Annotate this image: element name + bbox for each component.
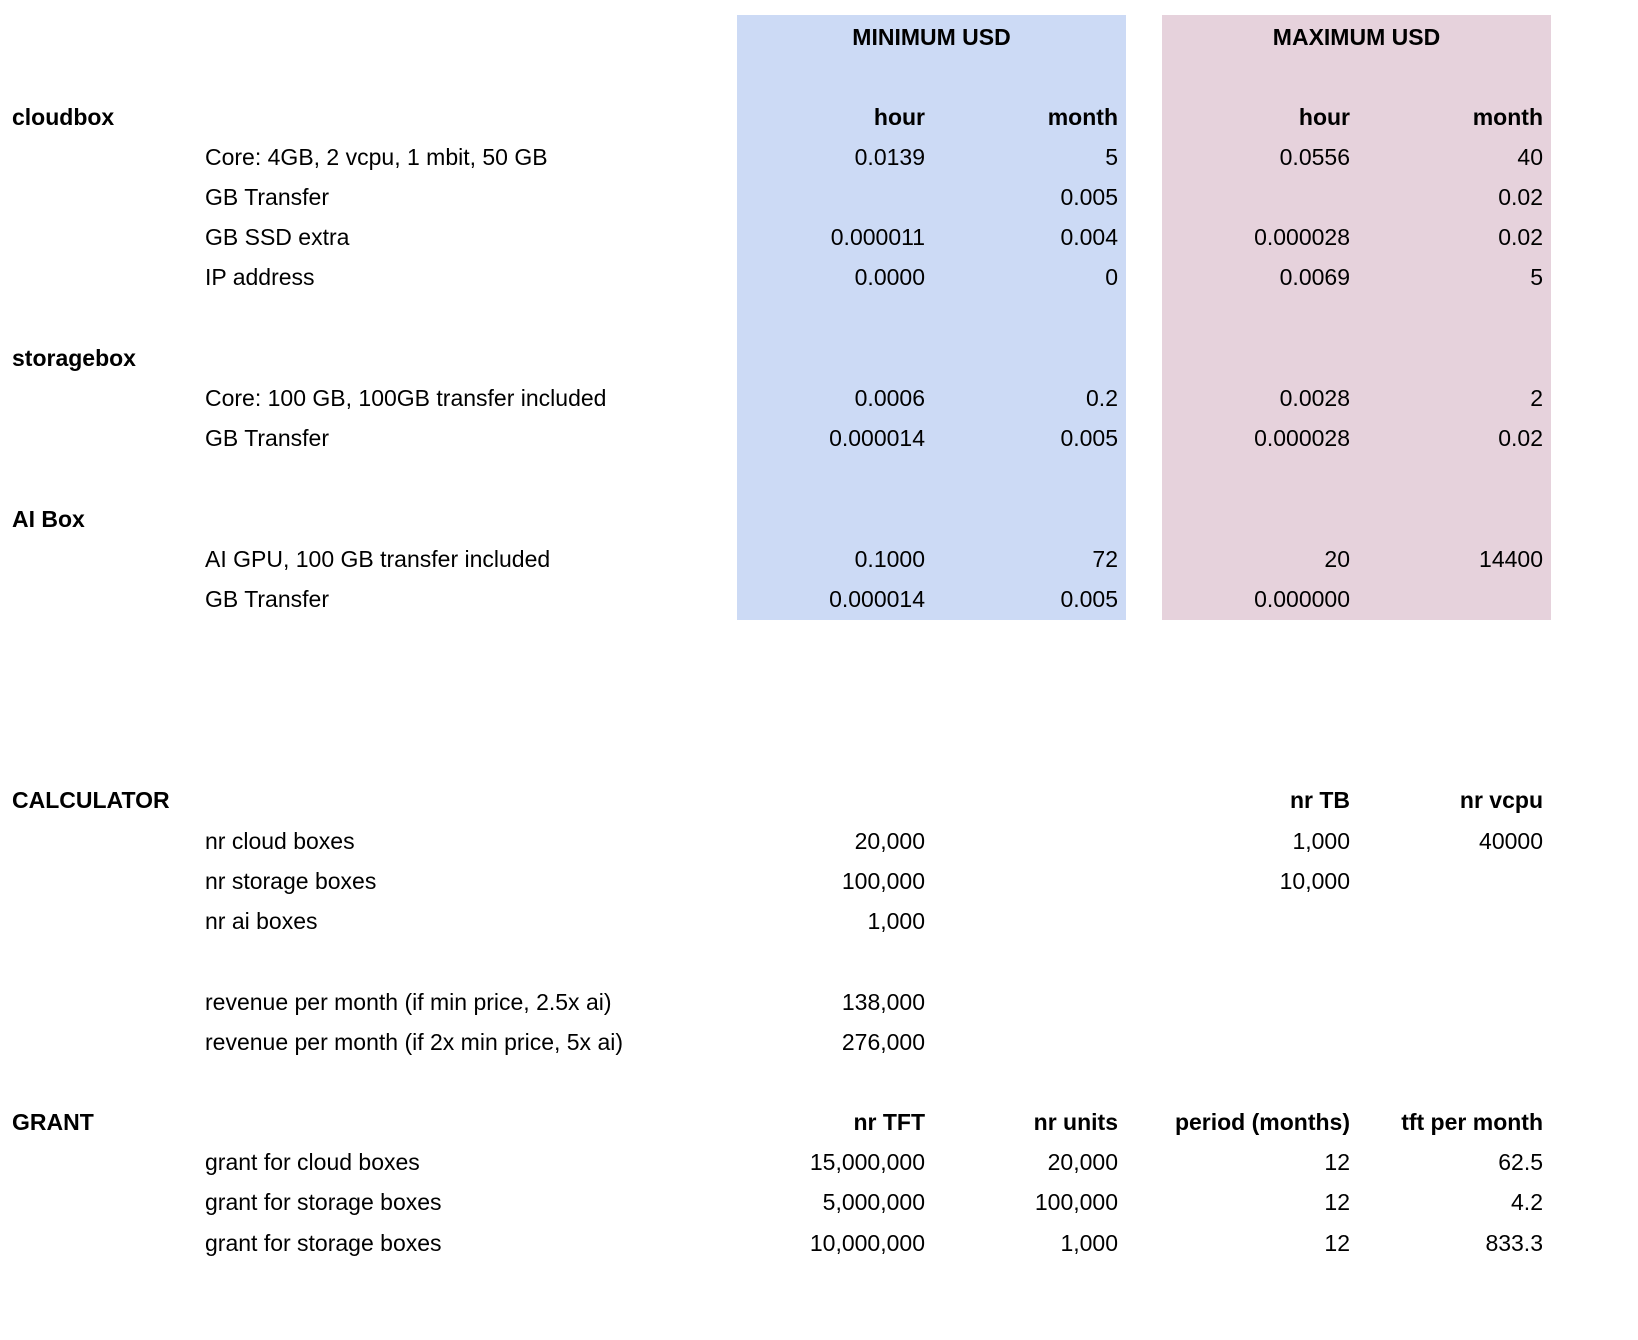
- pricing-row-label[interactable]: GB SSD extra: [205, 224, 350, 250]
- grant-cell-f[interactable]: 4.2: [1511, 1189, 1543, 1215]
- calculator-cell-f[interactable]: 40000: [1479, 828, 1543, 854]
- pricing-cell-d[interactable]: 0.004: [1060, 224, 1118, 250]
- calculator-cell-e[interactable]: nr TB: [1289, 787, 1350, 813]
- pricing-cell-c[interactable]: 0.0006: [854, 385, 925, 411]
- grant-cell-e[interactable]: 12: [1324, 1189, 1350, 1215]
- grant-cell-f[interactable]: 833.3: [1485, 1230, 1543, 1256]
- calculator-cell-f[interactable]: nr vcpu: [1459, 787, 1543, 813]
- maximum-usd-header: MAXIMUM USD: [1272, 24, 1441, 50]
- pricing-row-label[interactable]: GB Transfer: [205, 184, 329, 210]
- calculator-row-label[interactable]: nr ai boxes: [205, 908, 318, 934]
- pricing-cell-c[interactable]: 0.000014: [829, 586, 925, 612]
- pricing-cell-f[interactable]: month: [1472, 104, 1543, 130]
- pricing-cell-f[interactable]: 0.02: [1498, 184, 1543, 210]
- pricing-row-label[interactable]: GB Transfer: [205, 425, 329, 451]
- pricing-row-label[interactable]: Core: 100 GB, 100GB transfer included: [205, 385, 607, 411]
- maximum-usd-band: [1162, 15, 1551, 620]
- pricing-cell-c[interactable]: 0.0139: [854, 144, 925, 170]
- pricing-cell-f[interactable]: 2: [1530, 385, 1543, 411]
- grant-cell-e[interactable]: 12: [1324, 1230, 1350, 1256]
- calculator-cell-e[interactable]: 1,000: [1292, 828, 1350, 854]
- pricing-section-label[interactable]: AI Box: [12, 506, 85, 532]
- calculator-cell-e[interactable]: 10,000: [1279, 868, 1350, 894]
- grant-row-label[interactable]: grant for cloud boxes: [205, 1149, 420, 1175]
- calculator-cell-c[interactable]: 276,000: [841, 1029, 925, 1055]
- grant-section-label[interactable]: GRANT: [12, 1109, 94, 1135]
- pricing-cell-d[interactable]: 72: [1092, 546, 1118, 572]
- grant-cell-c[interactable]: nr TFT: [853, 1109, 925, 1135]
- pricing-cell-e[interactable]: 0.0556: [1279, 144, 1350, 170]
- pricing-cell-d[interactable]: 5: [1105, 144, 1118, 170]
- calculator-row-label[interactable]: nr storage boxes: [205, 868, 377, 894]
- grant-cell-d[interactable]: 1,000: [1060, 1230, 1118, 1256]
- pricing-cell-f[interactable]: 40: [1517, 144, 1543, 170]
- pricing-row-label[interactable]: Core: 4GB, 2 vcpu, 1 mbit, 50 GB: [205, 144, 548, 170]
- pricing-section-label[interactable]: storagebox: [12, 345, 136, 371]
- grant-cell-f[interactable]: tft per month: [1401, 1109, 1543, 1135]
- pricing-cell-c[interactable]: 0.1000: [854, 546, 925, 572]
- grant-row-label[interactable]: grant for storage boxes: [205, 1189, 442, 1215]
- grant-cell-c[interactable]: 10,000,000: [809, 1230, 925, 1256]
- calculator-cell-c[interactable]: 138,000: [841, 989, 925, 1015]
- minimum-usd-header: MINIMUM USD: [852, 24, 1011, 50]
- grant-cell-d[interactable]: nr units: [1033, 1109, 1118, 1135]
- pricing-cell-d[interactable]: 0.005: [1060, 425, 1118, 451]
- calculator-row-label[interactable]: nr cloud boxes: [205, 828, 355, 854]
- calculator-cell-c[interactable]: 20,000: [854, 828, 925, 854]
- grant-cell-f[interactable]: 62.5: [1498, 1149, 1543, 1175]
- pricing-cell-e[interactable]: 0.000028: [1254, 425, 1350, 451]
- pricing-cell-f[interactable]: 14400: [1479, 546, 1543, 572]
- grant-cell-e[interactable]: period (months): [1174, 1109, 1350, 1135]
- pricing-cell-f[interactable]: 0.02: [1498, 224, 1543, 250]
- pricing-cell-f[interactable]: 5: [1530, 264, 1543, 290]
- pricing-cell-d[interactable]: 0.005: [1060, 586, 1118, 612]
- pricing-cell-e[interactable]: 0.000028: [1254, 224, 1350, 250]
- pricing-row-label[interactable]: GB Transfer: [205, 586, 329, 612]
- pricing-cell-d[interactable]: month: [1047, 104, 1118, 130]
- grant-cell-d[interactable]: 20,000: [1047, 1149, 1118, 1175]
- pricing-cell-f[interactable]: 0.02: [1498, 425, 1543, 451]
- calculator-cell-c[interactable]: 1,000: [867, 908, 925, 934]
- pricing-cell-e[interactable]: 20: [1324, 546, 1350, 572]
- pricing-cell-c[interactable]: hour: [873, 104, 925, 130]
- pricing-cell-e[interactable]: hour: [1298, 104, 1350, 130]
- pricing-cell-d[interactable]: 0.2: [1086, 385, 1118, 411]
- grant-cell-d[interactable]: 100,000: [1034, 1189, 1118, 1215]
- pricing-cell-d[interactable]: 0: [1105, 264, 1118, 290]
- grant-cell-e[interactable]: 12: [1324, 1149, 1350, 1175]
- grant-cell-c[interactable]: 15,000,000: [809, 1149, 925, 1175]
- calculator-cell-c[interactable]: 100,000: [841, 868, 925, 894]
- calculator-section-label[interactable]: CALCULATOR: [12, 787, 170, 813]
- pricing-section-label[interactable]: cloudbox: [12, 104, 115, 130]
- pricing-cell-c[interactable]: 0.000011: [830, 224, 925, 250]
- pricing-cell-c[interactable]: 0.0000: [854, 264, 925, 290]
- pricing-row-label[interactable]: AI GPU, 100 GB transfer included: [205, 546, 551, 572]
- pricing-cell-e[interactable]: 0.0028: [1279, 385, 1350, 411]
- pricing-row-label[interactable]: IP address: [205, 264, 315, 290]
- grant-cell-c[interactable]: 5,000,000: [822, 1189, 925, 1215]
- pricing-cell-c[interactable]: 0.000014: [829, 425, 925, 451]
- calculator-row-label[interactable]: revenue per month (if min price, 2.5x ai…: [205, 989, 612, 1015]
- pricing-cell-e[interactable]: 0.000000: [1254, 586, 1350, 612]
- grant-row-label[interactable]: grant for storage boxes: [205, 1230, 442, 1256]
- minimum-usd-band: [737, 15, 1126, 620]
- pricing-cell-e[interactable]: 0.0069: [1279, 264, 1350, 290]
- calculator-row-label[interactable]: revenue per month (if 2x min price, 5x a…: [205, 1029, 624, 1055]
- pricing-cell-d[interactable]: 0.005: [1060, 184, 1118, 210]
